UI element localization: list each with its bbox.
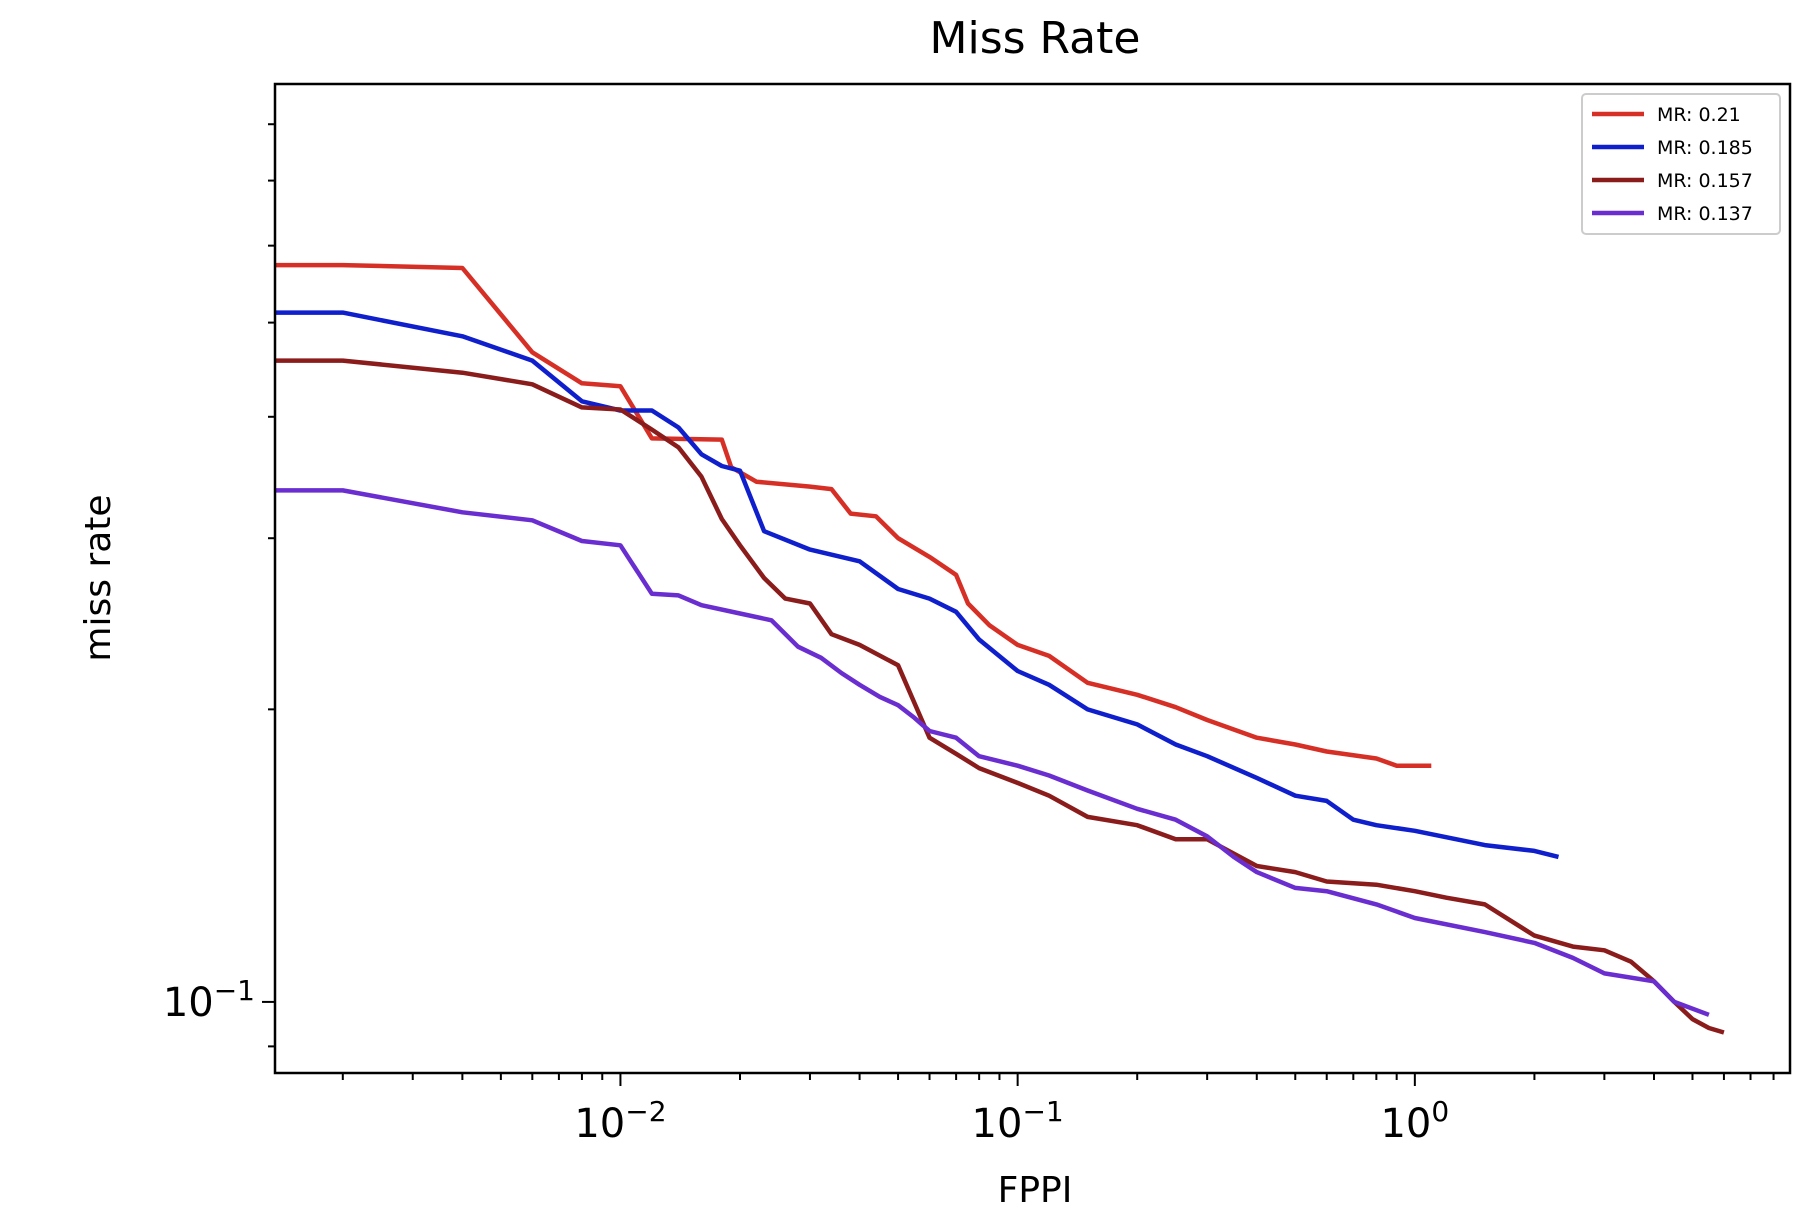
plot-frame xyxy=(273,82,1792,1075)
plot-area: 10−2 10−1 100 10−1 MR: 0.21 MR: 0.185 MR: 0.15… xyxy=(163,82,1792,1147)
legend: MR: 0.21 MR: 0.185 MR: 0.157 MR: 0.137 xyxy=(1581,93,1781,235)
legend-label: MR: 0.21 xyxy=(1657,104,1741,126)
y-tick-label: 10−1 xyxy=(163,974,255,1026)
x-tick-label: 100 xyxy=(1380,1095,1449,1147)
x-tick-label: 10−2 xyxy=(574,1095,666,1147)
x-axis-label: FPPI xyxy=(998,1170,1073,1211)
x-tick-label: 10−1 xyxy=(972,1095,1064,1147)
chart-title: Miss Rate xyxy=(930,13,1141,64)
series-line-4 xyxy=(275,488,1710,1017)
series-line-1 xyxy=(275,262,1432,768)
series-line-2 xyxy=(275,310,1560,860)
series-line-3 xyxy=(275,358,1725,1035)
legend-label: MR: 0.137 xyxy=(1657,203,1753,225)
legend-label: MR: 0.157 xyxy=(1657,170,1753,192)
legend-box xyxy=(1581,93,1781,235)
legend-label: MR: 0.185 xyxy=(1657,137,1753,159)
y-axis-label: miss rate xyxy=(78,494,119,661)
